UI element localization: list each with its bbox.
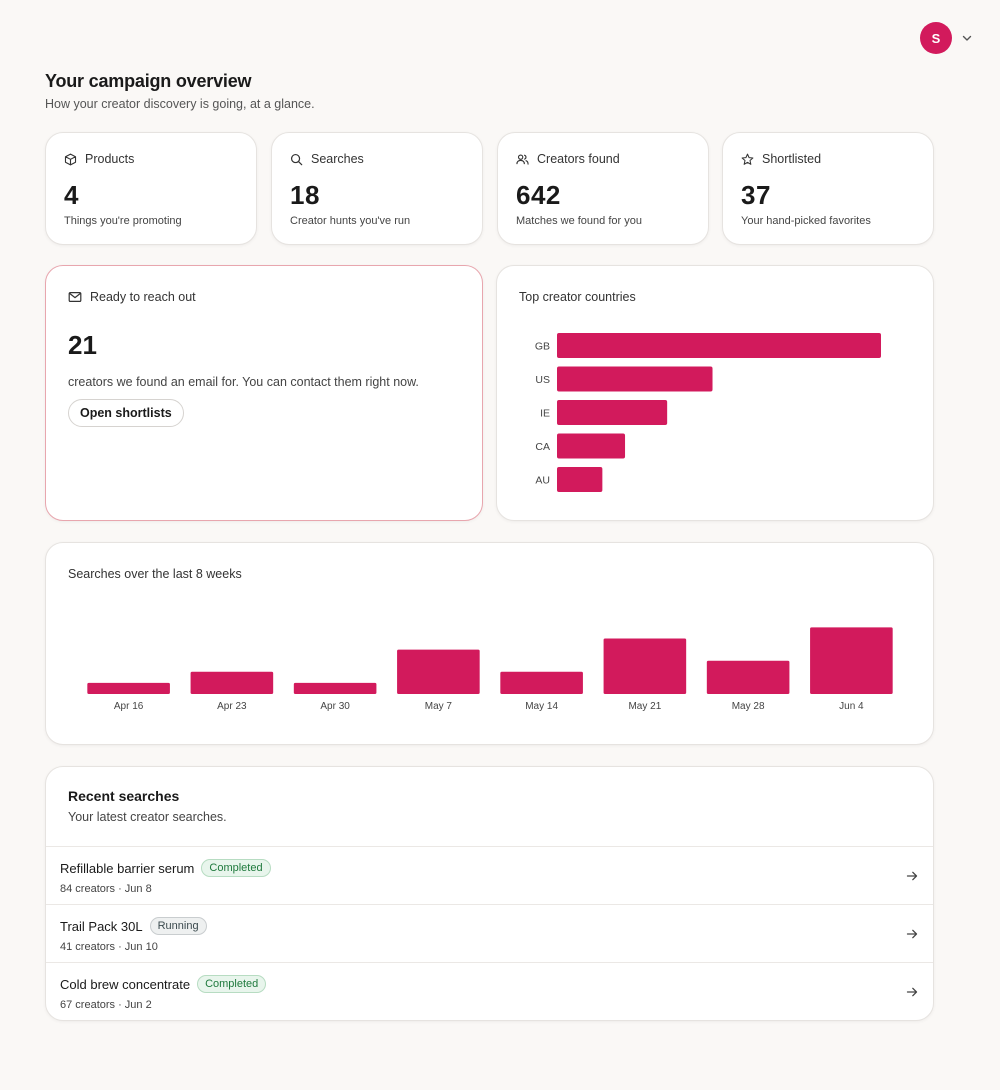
reach-value: 21: [68, 330, 97, 360]
mail-icon: [68, 291, 82, 303]
recent-searches-subtitle: Your latest creator searches.: [68, 810, 227, 824]
country-tick-label: CA: [535, 441, 550, 453]
week-tick-label: Jun 4: [839, 701, 864, 712]
stat-label: Products: [85, 152, 135, 166]
week-bar: [87, 682, 170, 694]
stat-value: 4: [64, 180, 79, 210]
week-bar: [603, 638, 687, 694]
search-meta: 67 creators · Jun 2: [60, 999, 152, 1011]
weekly-searches-card: Apr 16 Apr 23 Apr 30 May 7 May 14 May 21 May 2…: [45, 542, 934, 745]
avatar[interactable]: S: [920, 22, 952, 54]
recent-search-row[interactable]: Refillable barrier serum Completed 84 cr…: [46, 847, 933, 905]
stat-card-shortlisted: Shortlisted 37 Your hand-picked favorite…: [722, 132, 934, 245]
countries-bar-chart: GB US IE CA AU: [535, 333, 881, 492]
week-tick-label: May 28: [732, 701, 765, 712]
country-bar: [557, 333, 881, 358]
reach-out-card: Ready to reach out 21 creators we found …: [45, 265, 483, 521]
week-bar: [706, 660, 790, 694]
page-subtitle: How your creator discovery is going, at …: [45, 97, 315, 111]
recent-searches-header: Recent searches Your latest creator sear…: [46, 767, 933, 847]
country-tick-label: AU: [535, 475, 550, 487]
reach-description: creators we found an email for. You can …: [68, 375, 419, 389]
status-badge: Running: [149, 917, 207, 935]
star-icon: [741, 153, 754, 165]
search-meta: 41 creators · Jun 10: [60, 941, 158, 953]
search-name: Cold brew concentrate: [60, 976, 191, 992]
week-tick-label: Apr 23: [217, 701, 247, 712]
week-tick-label: Apr 16: [114, 701, 144, 712]
country-bar: [557, 400, 668, 425]
week-tick-label: May 21: [628, 701, 661, 712]
stat-label: Searches: [311, 152, 364, 166]
recent-searches-card: Recent searches Your latest creator sear…: [45, 766, 934, 1021]
box-icon: [64, 153, 77, 165]
stat-description: Your hand-picked favorites: [741, 215, 871, 227]
country-tick-label: GB: [535, 341, 550, 353]
stat-description: Things you're promoting: [64, 215, 182, 227]
week-bar: [397, 649, 480, 694]
week-tick-label: May 7: [425, 701, 453, 712]
weekly-chart-title: Searches over the last 8 weeks: [68, 567, 242, 581]
weekly-searches-bar-chart: Apr 16 Apr 23 Apr 30 May 7 May 14 May 21 May 2…: [87, 627, 893, 712]
country-tick-label: IE: [540, 408, 550, 420]
open-shortlists-button[interactable]: Open shortlists: [68, 399, 184, 427]
stat-value: 18: [290, 180, 320, 210]
search-meta: 84 creators · Jun 8: [60, 883, 152, 895]
week-bar: [190, 671, 274, 694]
search-name: Trail Pack 30L: [60, 918, 143, 934]
page-header: Your campaign overview How your creator …: [45, 71, 315, 111]
country-bar: [557, 433, 626, 459]
chevron-down-icon[interactable]: [960, 31, 974, 45]
recent-search-row[interactable]: Cold brew concentrate Completed 67 creat…: [46, 963, 933, 1020]
stat-description: Creator hunts you've run: [290, 215, 411, 227]
stat-card-products: Products 4 Things you're promoting: [45, 132, 257, 245]
stat-value: 37: [741, 180, 771, 210]
stat-label: Shortlisted: [762, 152, 822, 166]
arrow-right-icon[interactable]: [905, 985, 919, 999]
recent-searches-title: Recent searches: [68, 788, 180, 804]
country-bar: [557, 366, 713, 392]
stat-description: Matches we found for you: [516, 215, 642, 227]
week-tick-label: May 14: [525, 701, 558, 712]
stat-label: Creators found: [537, 152, 620, 166]
week-tick-label: Apr 30: [320, 701, 350, 712]
status-badge: Completed: [201, 859, 271, 877]
countries-chart-title: Top creator countries: [519, 290, 636, 304]
arrow-right-icon[interactable]: [905, 927, 919, 941]
users-icon: [516, 153, 529, 165]
country-bar: [557, 467, 603, 492]
stat-value: 642: [516, 180, 561, 210]
week-bar: [500, 671, 583, 694]
search-icon: [290, 153, 303, 165]
page-title: Your campaign overview: [45, 71, 252, 91]
status-badge: Completed: [197, 975, 267, 993]
stat-card-searches: Searches 18 Creator hunts you've run: [271, 132, 483, 245]
account-menu[interactable]: S: [920, 22, 974, 54]
stat-card-creators-found: Creators found 642 Matches we found for …: [497, 132, 709, 245]
search-name: Refillable barrier serum: [60, 860, 195, 876]
recent-search-row[interactable]: Trail Pack 30L Running 41 creators · Jun…: [46, 905, 933, 963]
top-countries-card: GB US IE CA AU Top creator countries: [496, 265, 934, 521]
reach-title: Ready to reach out: [90, 290, 196, 304]
week-bar: [293, 682, 377, 694]
week-bar: [810, 627, 893, 694]
country-tick-label: US: [535, 374, 550, 386]
arrow-right-icon[interactable]: [905, 869, 919, 883]
